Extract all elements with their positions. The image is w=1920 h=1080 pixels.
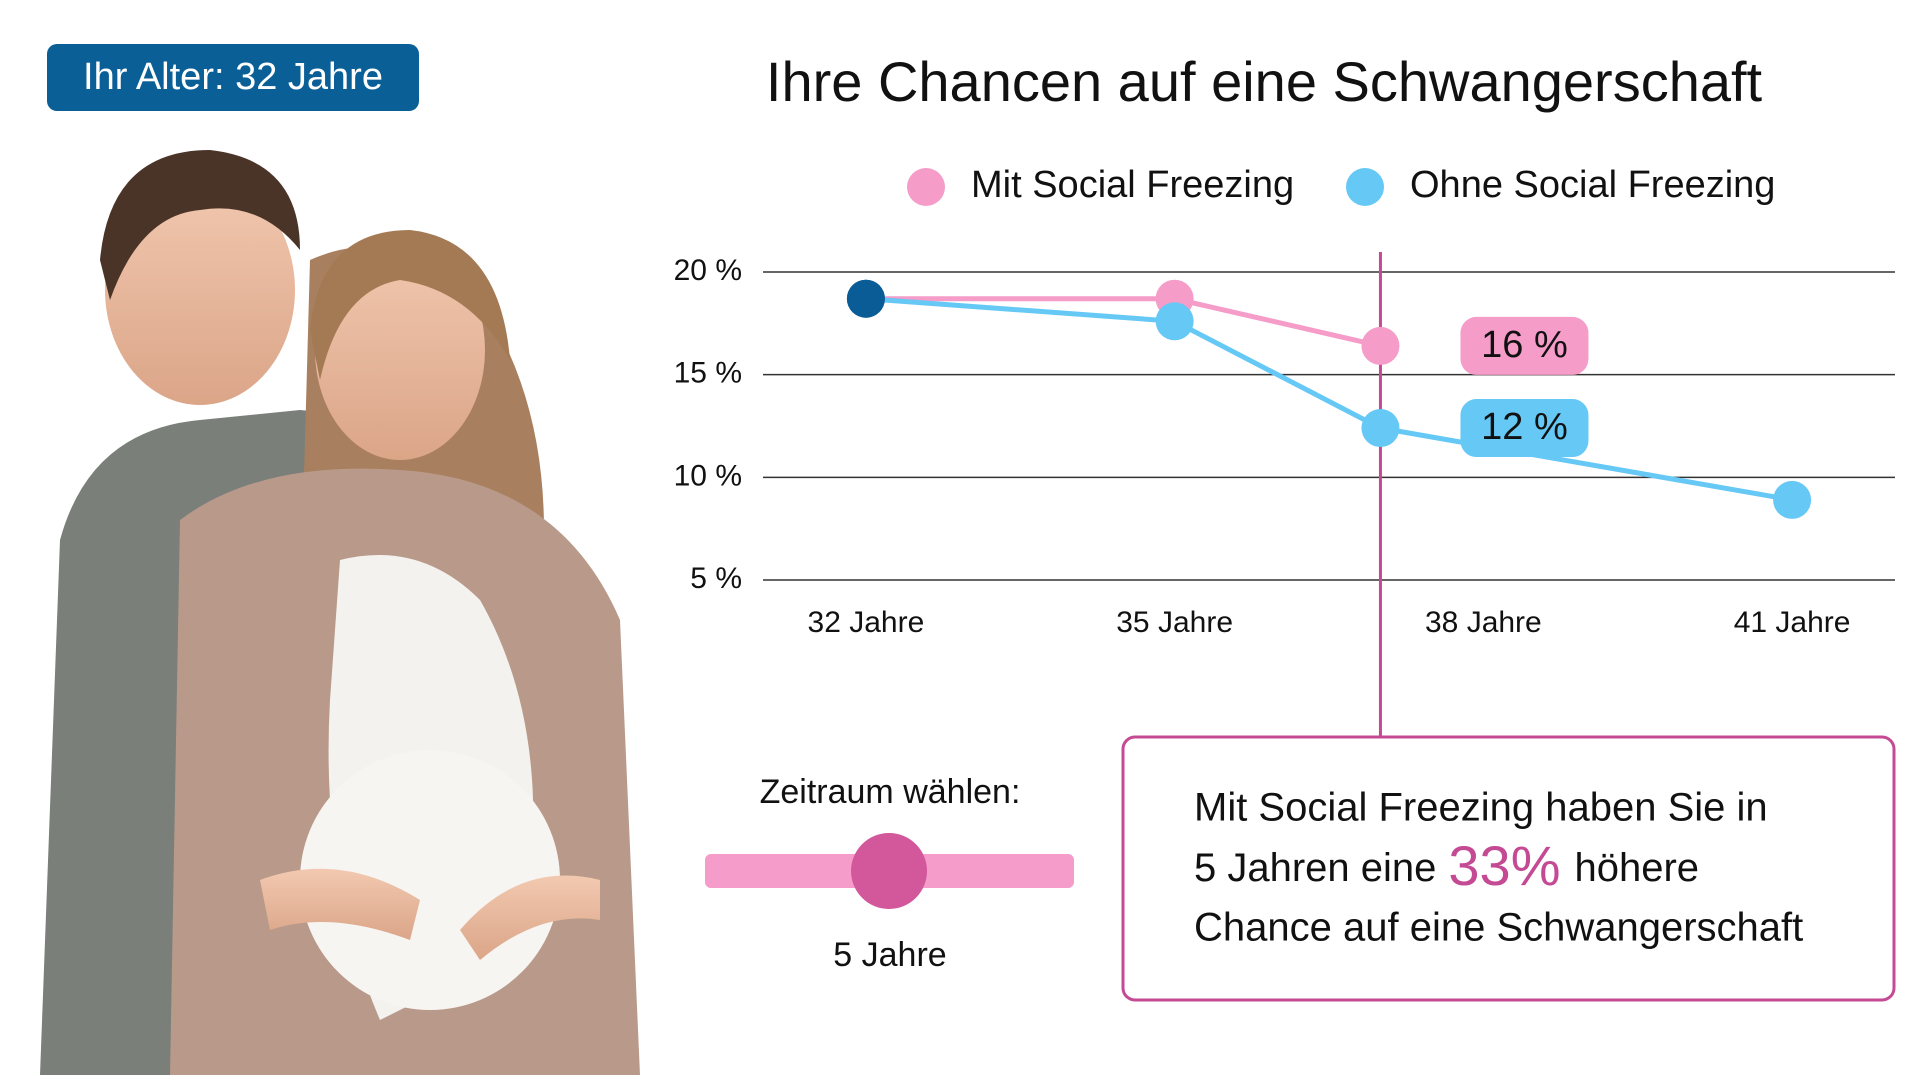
y-tick-label: 20 % <box>674 254 742 287</box>
age-badge <box>47 44 419 111</box>
x-tick-label: 35 Jahre <box>1116 606 1233 639</box>
y-tick-label: 5 % <box>690 562 742 595</box>
y-tick-label: 10 % <box>674 459 742 492</box>
slider-thumb[interactable] <box>851 833 927 909</box>
info-line: 5 Jahren eine 33% höhere <box>1194 834 1699 897</box>
x-tick-label: 38 Jahre <box>1425 606 1542 639</box>
info-highlight: 33% <box>1448 834 1560 897</box>
photo <box>40 150 640 1075</box>
legend-marker <box>1346 168 1384 206</box>
value-label-pill <box>1460 399 1589 458</box>
info-text: 5 Jahren eine <box>1194 846 1436 890</box>
info-line: Mit Social Freezing haben Sie in <box>1194 786 1768 830</box>
x-tick-label: 32 Jahre <box>808 606 925 639</box>
series-line <box>865 296 1793 503</box>
info-box <box>1121 735 1896 1002</box>
data-point <box>1361 326 1400 365</box>
data-point <box>1773 480 1812 519</box>
slider-label: Zeitraum wählen: <box>760 773 1021 811</box>
data-point <box>1361 409 1400 448</box>
chart-title: Ihre Chancen auf eine Schwangerschaft <box>766 50 1763 113</box>
info-text: höhere <box>1575 846 1700 890</box>
slider-value: 5 Jahre <box>833 936 946 974</box>
info-line: Chance auf eine Schwangerschaft <box>1194 906 1803 950</box>
age-badge-text: Ihr Alter: 32 Jahre <box>83 56 383 98</box>
x-tick-label: 41 Jahre <box>1734 606 1851 639</box>
value-label-pill <box>1460 316 1589 375</box>
legend-label: Mit Social Freezing <box>971 164 1294 206</box>
data-point <box>1155 302 1194 341</box>
data-point <box>846 279 885 318</box>
y-tick-label: 15 % <box>674 357 742 390</box>
legend-marker <box>907 168 945 206</box>
value-label: 12 % <box>1481 406 1568 448</box>
legend-label: Ohne Social Freezing <box>1410 164 1775 206</box>
value-label: 16 % <box>1481 324 1568 366</box>
